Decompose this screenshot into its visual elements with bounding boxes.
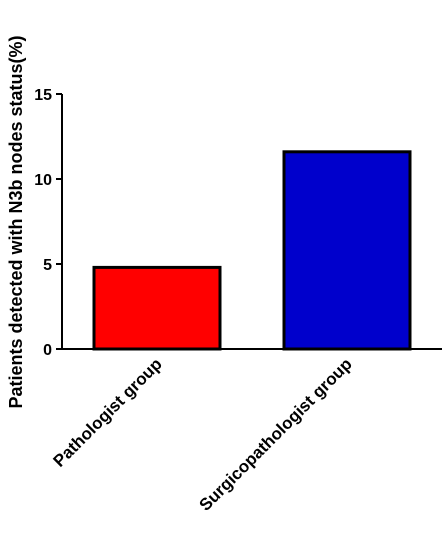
y-tick-label-2: 10: [34, 172, 52, 189]
bar-0: [92, 265, 222, 351]
bars-group: [92, 150, 412, 351]
y-axis-label: Patients detected with N3b nodes status(…: [6, 35, 26, 408]
bar-1: [282, 150, 412, 351]
x-tick-label-1: Surgicopathologist group: [195, 354, 355, 514]
x-tick-label-0: Pathologist group: [50, 354, 166, 470]
y-tick-label-3: 15: [34, 87, 52, 104]
y-tick-label-0: 0: [43, 342, 52, 359]
y-tick-label-1: 5: [43, 257, 52, 274]
